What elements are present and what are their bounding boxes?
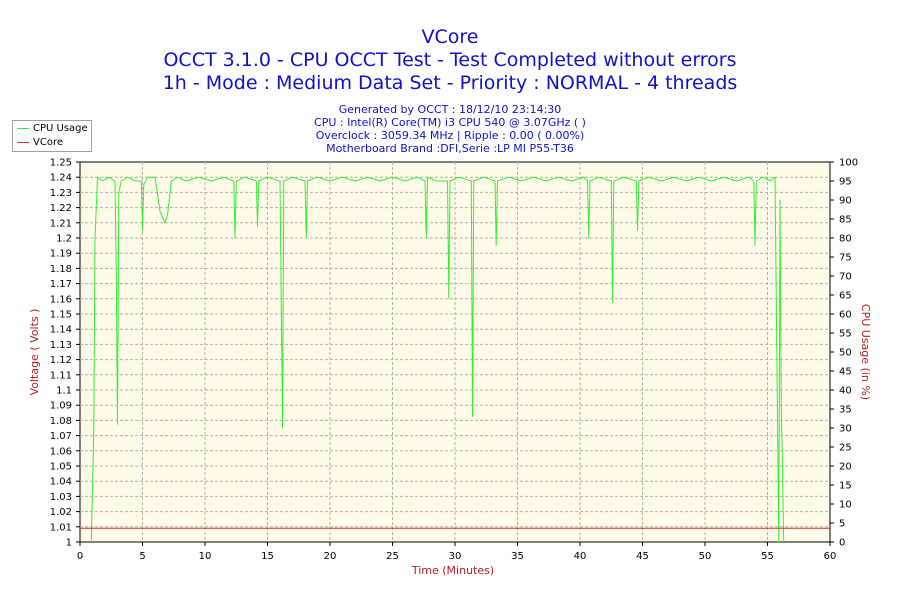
y2-tick-label: 5 xyxy=(839,519,845,530)
y-tick-label: 1.13 xyxy=(50,340,72,351)
y2-tick-label: 90 xyxy=(839,196,852,207)
x-tick-label: 60 xyxy=(824,551,837,562)
x-tick-label: 55 xyxy=(761,551,774,562)
y2-tick-label: 0 xyxy=(839,538,845,549)
y-tick-label: 1.09 xyxy=(50,401,72,412)
y2-tick-label: 75 xyxy=(839,253,852,264)
y-tick-label: 1 xyxy=(66,538,72,549)
axes: 1 1.01 1.02 1.03 1.04 1.05 1.06 1.07 1.08 1.09 1.1… xyxy=(50,158,858,563)
x-tick-label: 15 xyxy=(261,551,274,562)
y-tick-label: 1.06 xyxy=(50,446,72,457)
legend-label-vcore: VCore xyxy=(33,137,63,148)
info-cpu: CPU : Intel(R) Core(TM) i3 CPU 540 @ 3.0… xyxy=(314,116,586,129)
series-line-cpu-usage xyxy=(90,176,785,543)
x-tick-label: 25 xyxy=(386,551,399,562)
y-tick-label: 1.16 xyxy=(50,294,72,305)
y-tick-label: 1.17 xyxy=(50,279,72,290)
legend-swatch-vcore xyxy=(17,141,29,143)
grid-lines xyxy=(80,162,830,542)
y2-tick-label: 45 xyxy=(839,367,852,378)
y-axis-label: Voltage ( Volts ) xyxy=(28,309,41,396)
x-tick-label: 0 xyxy=(77,551,83,562)
info-generated: Generated by OCCT : 18/12/10 23:14:30 xyxy=(338,103,562,116)
legend-swatch-cpu-usage xyxy=(17,127,29,129)
y-tick-label: 1.19 xyxy=(50,249,72,260)
x-tick-label: 40 xyxy=(574,551,587,562)
y-tick-label: 1.04 xyxy=(50,477,72,488)
y-tick-label: 1.21 xyxy=(50,218,72,229)
y2-tick-label: 55 xyxy=(839,329,852,340)
y2-tick-label: 50 xyxy=(839,348,852,359)
y2-tick-label: 10 xyxy=(839,500,852,511)
y-tick-label: 1.11 xyxy=(50,370,72,381)
y-tick-label: 1.08 xyxy=(50,416,72,427)
y-tick-label: 1.07 xyxy=(50,431,72,442)
y-tick-label: 1.02 xyxy=(50,507,72,518)
y-tick-label: 1.05 xyxy=(50,462,72,473)
series-lines xyxy=(80,176,830,543)
info-motherboard: Motherboard Brand :DFI,Serie :LP MI P55-… xyxy=(326,142,574,155)
x-tick-label: 5 xyxy=(139,551,145,562)
legend-item-vcore: VCore xyxy=(17,136,63,149)
y2-tick-label: 25 xyxy=(839,443,852,454)
legend-item-cpu-usage: CPU Usage xyxy=(17,122,88,135)
y2-tick-label: 70 xyxy=(839,272,852,283)
x-axis-label: Time (Minutes) xyxy=(411,564,494,577)
x-tick-label: 20 xyxy=(324,551,337,562)
y-tick-label: 1.2 xyxy=(56,234,72,245)
y2-tick-label: 20 xyxy=(839,462,852,473)
x-tick-label: 30 xyxy=(449,551,462,562)
y-tick-label: 1.15 xyxy=(50,310,72,321)
y2-tick-label: 100 xyxy=(839,158,858,169)
chart-subtitle-test: OCCT 3.1.0 - CPU OCCT Test - Test Comple… xyxy=(163,49,737,71)
y2-tick-label: 40 xyxy=(839,386,852,397)
y-tick-label: 1.24 xyxy=(50,173,72,184)
info-overclock: Overclock : 3059.34 MHz | Ripple : 0.00 … xyxy=(315,129,585,142)
y-tick-label: 1.1 xyxy=(56,386,72,397)
chart-title: VCore xyxy=(421,26,479,48)
x-tick-label: 45 xyxy=(636,551,649,562)
y2-tick-label: 80 xyxy=(839,234,852,245)
x-tick-label: 50 xyxy=(699,551,712,562)
y-tick-label: 1.22 xyxy=(50,203,72,214)
y-tick-label: 1.18 xyxy=(50,264,72,275)
y-tick-label: 1.12 xyxy=(50,355,72,366)
y2-tick-label: 15 xyxy=(839,481,852,492)
y2-tick-label: 30 xyxy=(839,424,852,435)
x-tick-label: 10 xyxy=(199,551,212,562)
y2-tick-label: 85 xyxy=(839,215,852,226)
legend-label-cpu-usage: CPU Usage xyxy=(33,123,88,134)
y2-tick-label: 65 xyxy=(839,291,852,302)
y-tick-label: 1.03 xyxy=(50,492,72,503)
y2-tick-label: 35 xyxy=(839,405,852,416)
y2-axis-label: CPU Usage (in %) xyxy=(859,304,872,400)
chart-legend: CPU Usage VCore xyxy=(12,120,92,152)
y2-tick-label: 60 xyxy=(839,310,852,321)
y-tick-label: 1.01 xyxy=(50,522,72,533)
x-tick-label: 35 xyxy=(511,551,524,562)
y-tick-label: 1.23 xyxy=(50,188,72,199)
y-tick-label: 1.25 xyxy=(50,158,72,169)
y-tick-label: 1.14 xyxy=(50,325,72,336)
y2-tick-label: 95 xyxy=(839,177,852,188)
chart-subtitle-mode: 1h - Mode : Medium Data Set - Priority :… xyxy=(162,72,738,94)
